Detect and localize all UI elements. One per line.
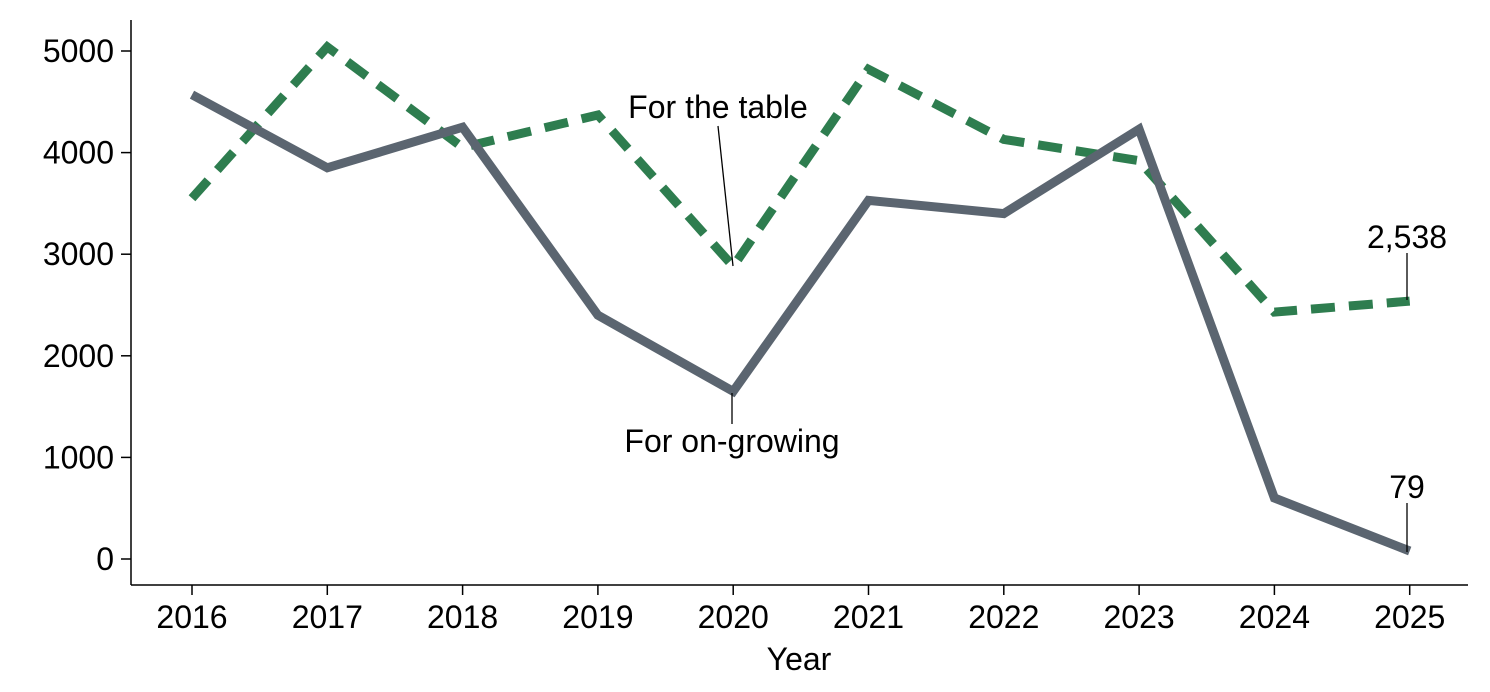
y-ticks: 0 1000 2000 3000 4000 5000 — [43, 33, 131, 577]
x-tick-label: 2018 — [427, 599, 498, 635]
series-line-for-table — [188, 40, 1411, 317]
y-tick-label: 4000 — [43, 135, 114, 171]
annotation-label: 79 — [1389, 469, 1425, 505]
x-tick-label: 2024 — [1239, 599, 1310, 635]
x-tick-label: 2021 — [833, 599, 904, 635]
y-tick-label: 0 — [96, 541, 114, 577]
x-tick-label: 2016 — [156, 599, 227, 635]
series-layer — [188, 40, 1412, 556]
annotation-leader-line — [717, 125, 734, 267]
annotation-label: For on-growing — [624, 423, 839, 459]
annotation-label: For the table — [628, 89, 808, 125]
x-tick-label: 2020 — [698, 599, 769, 635]
annotation-label: 2,538 — [1367, 219, 1447, 255]
x-tick-label: 2025 — [1374, 599, 1445, 635]
y-tick-label: 3000 — [43, 236, 114, 272]
series-line-on-growing — [189, 90, 1412, 556]
y-tick-label: 1000 — [43, 439, 114, 475]
x-tick-label: 2023 — [1104, 599, 1175, 635]
y-tick-label: 5000 — [43, 33, 114, 69]
annotations: For the table For on-growing 2,538 79 — [624, 89, 1447, 552]
x-tick-label: 2019 — [562, 599, 633, 635]
axes — [130, 20, 1468, 586]
y-tick-label: 2000 — [43, 338, 114, 374]
x-tick-label: 2017 — [292, 599, 363, 635]
x-tick-label: 2022 — [968, 599, 1039, 635]
x-axis-title: Year — [767, 641, 832, 677]
x-ticks: 2016 2017 2018 2019 2020 2021 2022 2023 2024 2025 — [156, 585, 1445, 635]
